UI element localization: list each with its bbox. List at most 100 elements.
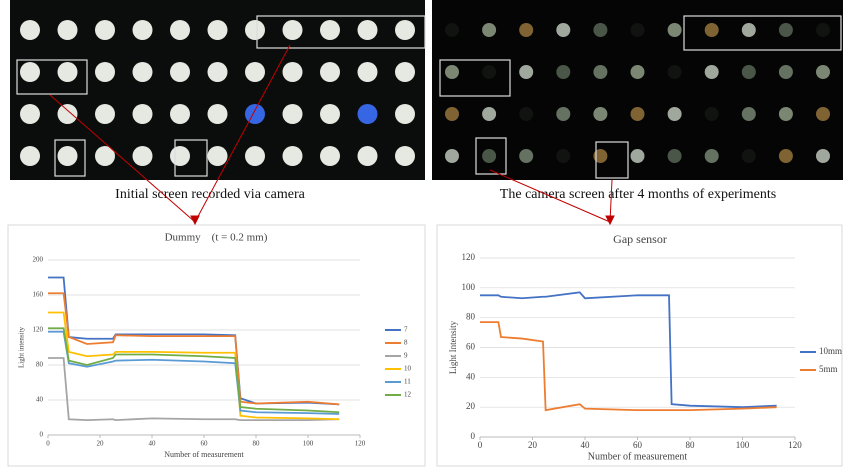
led xyxy=(282,62,303,82)
led xyxy=(207,146,228,166)
chart-title: Dummy (t = 0.2 mm) xyxy=(165,232,268,244)
led xyxy=(20,104,40,124)
led xyxy=(357,20,378,40)
led xyxy=(395,104,415,124)
series-line xyxy=(48,357,340,422)
series-line xyxy=(480,321,777,412)
led xyxy=(282,20,303,40)
led xyxy=(704,149,719,163)
y-tick-label: 60 xyxy=(466,342,476,352)
arrowhead xyxy=(605,215,615,226)
led xyxy=(170,20,190,40)
chart-panel xyxy=(436,224,843,467)
legend-label: 11 xyxy=(404,378,411,386)
legend-label: 12 xyxy=(404,391,412,399)
legend-label: 7 xyxy=(404,326,408,334)
series-line xyxy=(48,327,340,414)
led xyxy=(20,146,40,166)
led xyxy=(395,146,415,166)
led xyxy=(95,20,115,40)
y-tick-label: 120 xyxy=(462,252,476,262)
series-line xyxy=(48,330,340,415)
x-axis-label: Number of measurement xyxy=(164,450,244,459)
led xyxy=(57,146,78,166)
highlight-box xyxy=(174,139,208,177)
led xyxy=(20,20,40,40)
led xyxy=(445,65,459,79)
y-tick-label: 160 xyxy=(33,291,44,299)
led xyxy=(667,23,682,37)
arrow xyxy=(609,179,613,223)
led xyxy=(816,107,830,121)
led xyxy=(519,65,534,79)
led xyxy=(57,104,78,124)
led xyxy=(132,20,153,40)
x-axis-label: Number of measurement xyxy=(588,451,688,462)
led xyxy=(704,107,719,121)
led xyxy=(207,62,228,82)
led xyxy=(357,104,378,124)
arrow xyxy=(194,44,291,223)
y-tick-label: 100 xyxy=(462,282,476,292)
led xyxy=(207,20,228,40)
led xyxy=(593,149,608,163)
led xyxy=(20,62,40,82)
highlight-box xyxy=(439,59,511,97)
led xyxy=(630,23,645,37)
led xyxy=(357,146,378,166)
x-tick-label: 120 xyxy=(788,440,802,450)
led xyxy=(667,107,682,121)
led xyxy=(95,104,115,124)
led xyxy=(556,149,571,163)
led xyxy=(556,23,571,37)
led xyxy=(170,104,190,124)
arrowhead xyxy=(190,215,200,226)
chart-title: Gap sensor xyxy=(613,232,667,246)
led xyxy=(778,107,793,121)
led xyxy=(245,62,265,82)
led xyxy=(778,149,793,163)
led xyxy=(482,149,497,163)
x-tick-label: 80 xyxy=(686,440,696,450)
photos xyxy=(10,0,843,180)
x-tick-label: 20 xyxy=(97,440,105,448)
highlight-box xyxy=(256,15,426,49)
y-tick-label: 0 xyxy=(471,431,476,441)
led xyxy=(245,20,265,40)
highlight-box xyxy=(16,59,88,95)
led xyxy=(320,104,340,124)
y-tick-label: 80 xyxy=(466,312,476,322)
led xyxy=(445,149,459,163)
led xyxy=(282,104,303,124)
y-tick-label: 0 xyxy=(40,431,44,439)
arrows xyxy=(49,44,615,226)
led xyxy=(482,107,497,121)
led xyxy=(170,146,190,166)
led xyxy=(741,65,756,79)
y-axis-label: Light Intensity xyxy=(448,320,458,374)
x-tick-label: 100 xyxy=(736,440,750,450)
y-axis-label: Light intensity xyxy=(18,326,26,368)
led xyxy=(95,62,115,82)
led xyxy=(630,107,645,121)
led xyxy=(519,107,534,121)
led xyxy=(630,149,645,163)
x-tick-label: 60 xyxy=(633,440,643,450)
led xyxy=(593,65,608,79)
led xyxy=(816,23,830,37)
led xyxy=(357,62,378,82)
caption: The camera screen after 4 months of expe… xyxy=(500,187,776,202)
led xyxy=(282,146,303,166)
led xyxy=(741,107,756,121)
led xyxy=(816,149,830,163)
chart-panel xyxy=(7,224,426,467)
led xyxy=(741,23,756,37)
led xyxy=(519,149,534,163)
y-tick-label: 40 xyxy=(36,396,44,404)
x-tick-label: 20 xyxy=(528,440,538,450)
led xyxy=(445,107,459,121)
led xyxy=(132,104,153,124)
led xyxy=(132,62,153,82)
